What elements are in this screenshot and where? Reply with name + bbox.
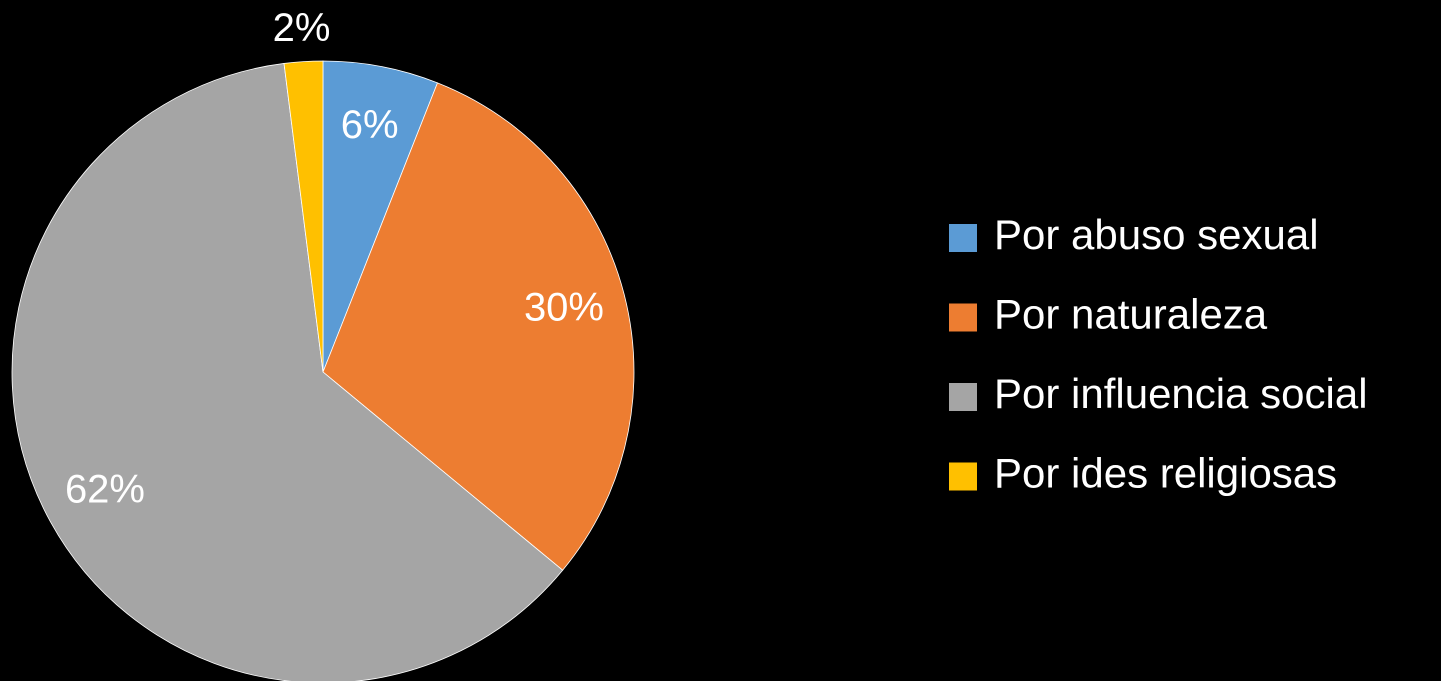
legend-swatch [949, 383, 977, 411]
legend-label: Por naturaleza [994, 291, 1268, 338]
legend-label: Por influencia social [994, 370, 1368, 417]
legend-label: Por abuso sexual [994, 211, 1319, 258]
legend-label: Por ides religiosas [994, 450, 1337, 497]
pie-slice [283, 60, 324, 373]
pie-slice [322, 82, 635, 571]
legend-swatch [949, 224, 977, 252]
legend-swatch [949, 303, 977, 332]
data-label: 6% [341, 103, 399, 147]
data-label: 30% [524, 286, 604, 330]
data-label: 2% [273, 6, 331, 50]
legend-swatch [949, 462, 977, 491]
pie-slice [11, 63, 564, 681]
data-label: 62% [65, 467, 145, 511]
